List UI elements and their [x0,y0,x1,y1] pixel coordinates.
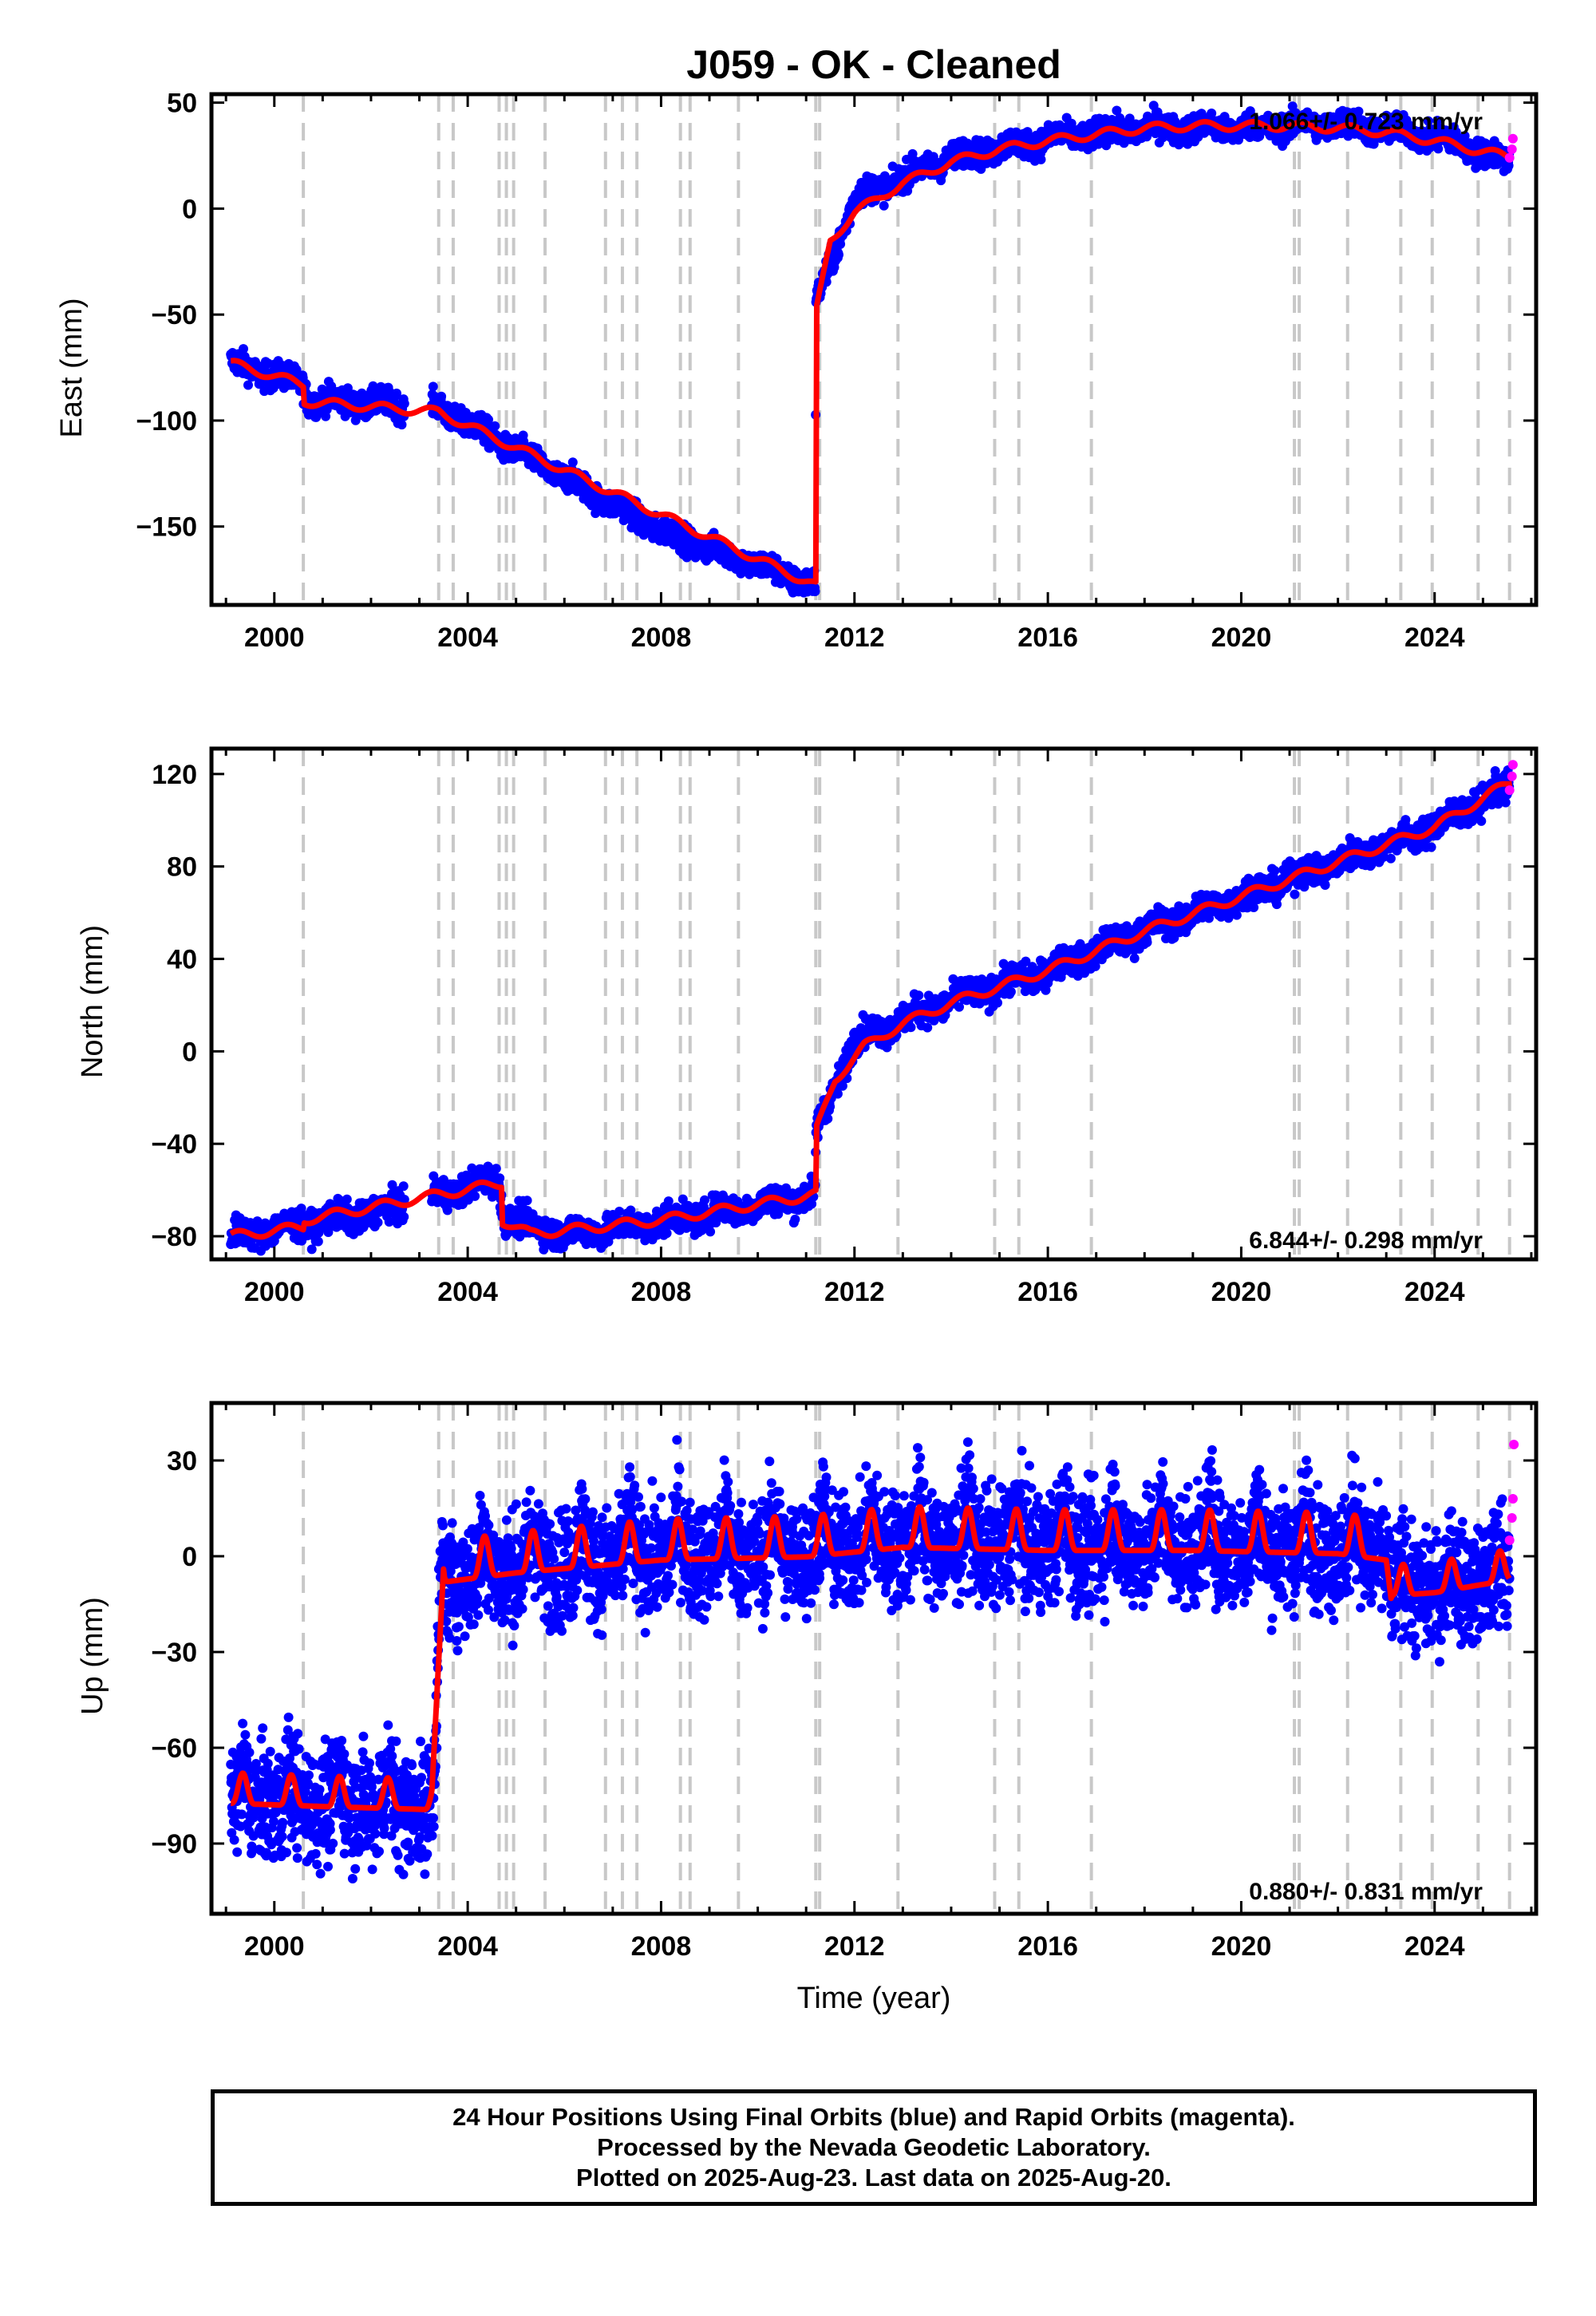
final-orbit-point [879,200,889,211]
final-orbit-point [243,380,253,390]
y-tick-label: 0 [182,194,197,224]
x-tick-label: 2000 [244,622,305,653]
final-orbit-point [398,1181,409,1192]
x-tick-label: 2016 [1017,622,1078,653]
final-orbit-point [1433,144,1444,154]
final-orbit-point [1124,113,1135,124]
final-orbit-point [442,1205,452,1215]
final-orbit-point [399,1211,409,1222]
y-tick-label: −50 [151,300,197,330]
y-tick-label: 50 [167,89,197,119]
y-tick-label: −100 [136,406,197,437]
final-orbit-point [495,1173,505,1184]
north-final-orbit-points [226,765,1515,1256]
final-orbit-point [490,421,500,431]
x-tick-label: 2008 [631,622,692,653]
east-frame [209,92,1539,607]
rapid-orbit-point [1507,133,1518,144]
final-orbit-point [392,388,401,398]
north-ylabel: North (mm) [76,925,109,1078]
x-tick-label: 2012 [824,622,885,653]
final-orbit-point [662,1228,672,1239]
final-orbit-point [1036,154,1046,164]
final-orbit-point [906,1022,916,1033]
x-tick-label: 2020 [1211,622,1272,653]
rapid-orbit-point [1507,144,1517,154]
final-orbit-point [437,391,447,401]
final-orbit-point [810,587,820,596]
final-orbit-point [1207,109,1217,118]
final-orbit-point [239,344,248,354]
x-tick-label: 2004 [437,622,498,653]
north-panel: North (mm) 2000 2004 2008 2012 2016 2020 20241… [76,746,1539,1307]
final-orbit-point [914,990,924,1001]
final-orbit-point [470,1191,480,1201]
final-orbit-point [823,1113,833,1124]
final-orbit-point [834,250,843,260]
east-ylabel: East (mm) [55,298,89,437]
x-tick-label: 2024 [1404,622,1465,653]
east-panel: East (mm) 2000 2004 2008 2012 2016 2020 2024 50… [55,89,1539,653]
y-tick-label: −150 [136,512,197,543]
north-plot-area [226,749,1518,1259]
final-orbit-point [922,1022,933,1033]
final-orbit-point [342,1194,352,1204]
east-rate-label: 1.066+/- 0.723 mm/yr [1249,109,1483,135]
final-orbit-point [790,1214,800,1224]
final-orbit-point [836,239,846,249]
final-orbit-point [491,1164,501,1174]
east-plot-area [226,94,1518,605]
final-orbit-point [614,1207,625,1216]
east-final-orbit-points [226,101,1515,598]
final-orbit-point [428,381,438,392]
final-orbit-point [373,1217,383,1227]
final-orbit-point [681,552,692,563]
final-orbit-point [397,420,407,430]
final-orbit-point [368,381,378,391]
final-orbit-point [399,398,409,409]
final-orbit-point [1005,986,1016,997]
final-orbit-point [663,1196,674,1207]
final-orbit-point [705,1227,716,1237]
final-orbit-point [993,998,1002,1008]
final-orbit-point [907,148,918,159]
figure-title: J059 - OK - Cleaned [686,42,1061,87]
final-orbit-point [1112,105,1122,116]
rapid-orbit-point [1504,152,1515,163]
final-orbit-point [567,457,578,468]
final-orbit-point [522,1196,532,1206]
final-orbit-point [313,1236,323,1247]
